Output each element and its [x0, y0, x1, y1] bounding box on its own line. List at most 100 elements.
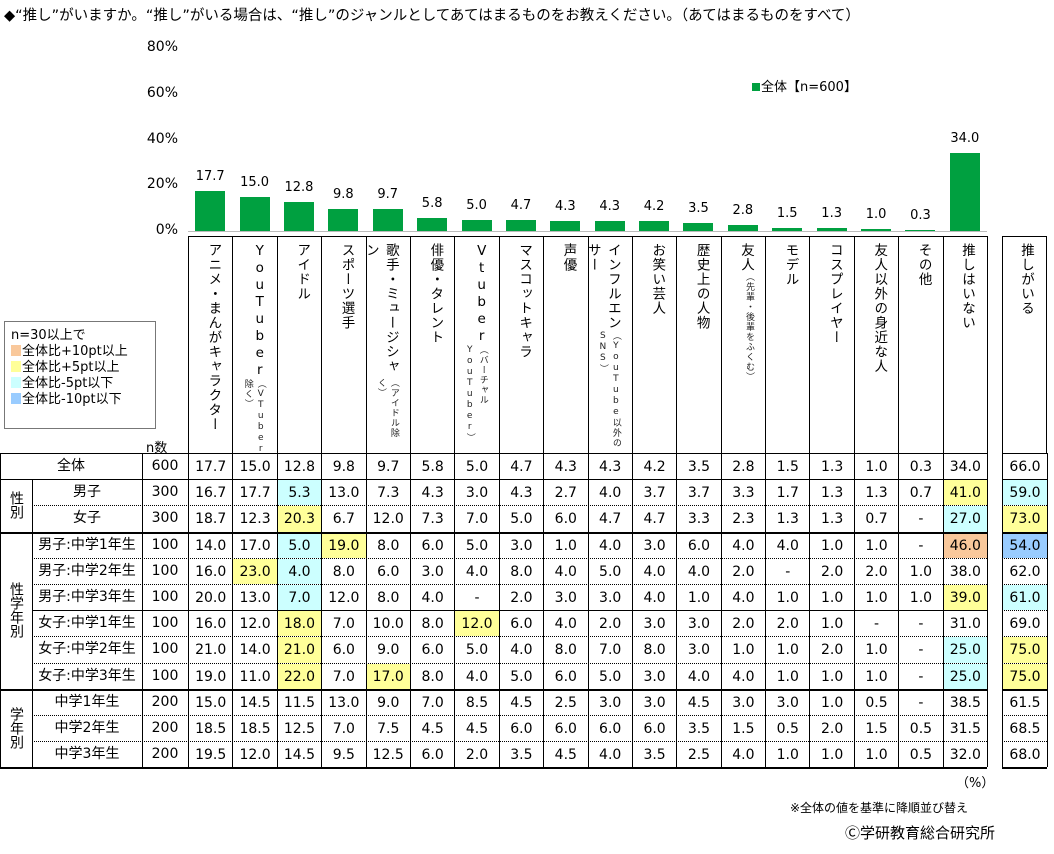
row-divider — [32, 505, 988, 507]
table-cell: 1.0 — [821, 590, 844, 606]
table-cell: 1.0 — [821, 537, 844, 554]
table-cell: 0.5 — [909, 747, 933, 764]
table-cell: 12.0 — [455, 611, 499, 637]
table-cell: 4.0 — [687, 563, 711, 580]
y-tick-label: 60% — [146, 84, 178, 101]
column-header-label: アイドル — [294, 243, 311, 301]
legend-swatch — [11, 377, 21, 388]
row-n: 100 — [151, 536, 179, 553]
bar — [239, 196, 270, 231]
row-divider — [1002, 688, 1047, 691]
table-cell: 15.0 — [239, 459, 271, 475]
bar — [816, 228, 847, 231]
col-divider — [942, 453, 944, 768]
table-cell: 7.0 — [465, 511, 489, 528]
unit-label: （%） — [956, 776, 995, 791]
row-label: 男子 — [73, 484, 101, 501]
column-header: インフルエンサー （YouTube以外のSNS） — [587, 236, 633, 453]
table-cell: 7.0 — [332, 668, 355, 685]
column-header-label: お笑い芸人 — [649, 243, 666, 316]
table-cell: 3.0 — [687, 642, 711, 659]
table-cell: 1.0 — [821, 616, 844, 633]
table-cell: 16.7 — [195, 485, 227, 502]
table-cell: 3.0 — [732, 694, 755, 711]
table-cell: 9.7 — [377, 459, 400, 475]
row-n: 200 — [151, 746, 179, 763]
bar — [639, 221, 670, 231]
table-cell: 4.0 — [643, 563, 666, 580]
table-cell: 6.0 — [554, 511, 577, 528]
column-header-label: モデル — [782, 243, 799, 287]
table-cell: 12.3 — [239, 511, 271, 528]
table-cell: 2.7 — [554, 485, 577, 502]
col-divider — [676, 453, 678, 768]
group-label: 学年別 — [8, 707, 24, 750]
table-cell: 2.0 — [821, 642, 844, 659]
row-label: 中学3年生 — [54, 746, 120, 763]
bar — [949, 153, 980, 231]
table-cell: 7.5 — [377, 721, 400, 737]
column-header-sublabel: （バーチャルYouTuber） — [464, 345, 488, 443]
table-cell: 6.0 — [510, 616, 533, 633]
table-cell: 3.5 — [643, 747, 666, 764]
table-cell: 4.0 — [599, 485, 622, 502]
y-tick-label: 80% — [146, 39, 178, 55]
table-cell: 17.0 — [239, 537, 271, 554]
table-cell: 5.0 — [465, 459, 489, 475]
table-cell: 3.7 — [643, 485, 666, 502]
legend-swatch — [752, 83, 760, 91]
table-cell: 22.0 — [277, 663, 322, 689]
table-cell: 1.0 — [821, 747, 844, 764]
table-cell: 13.0 — [328, 485, 360, 502]
column-header: 歌手・ミュージシャン （アイドル除く） — [365, 236, 411, 453]
col-divider — [0, 453, 1, 768]
table-cell-extra: 75.0 — [1003, 637, 1047, 663]
column-header-sublabel: （YouTube以外のSNS） — [597, 331, 621, 449]
table-cell: 13.0 — [239, 590, 271, 606]
table-cell: 25.0 — [943, 637, 987, 663]
highlight-legend: n=30以上で 全体比+10pt以上 全体比+5pt以上 全体比-5pt以下 全体比-… — [4, 321, 156, 429]
legend-item: 全体比-10pt以下 — [11, 392, 149, 408]
col-divider — [142, 453, 143, 768]
row-divider — [1002, 531, 1047, 534]
table-cell: 4.3 — [554, 459, 577, 475]
table-cell: 4.0 — [599, 537, 622, 554]
table-cell-extra: 61.0 — [1003, 585, 1047, 611]
table-cell: 1.5 — [865, 721, 888, 737]
chart-legend: 全体【n=600】 — [752, 76, 857, 95]
bar — [372, 208, 403, 231]
table-cell: 2.0 — [865, 563, 888, 580]
col-divider — [232, 453, 234, 768]
table-cell: 21.0 — [277, 637, 322, 663]
table-cell: 2.0 — [465, 747, 489, 764]
col-divider — [720, 453, 722, 768]
col-divider — [853, 453, 855, 768]
bar-value-label: 0.3 — [910, 208, 931, 224]
table-cell: 4.0 — [687, 668, 711, 685]
table-cell: 5.0 — [599, 563, 622, 580]
table-cell: 31.0 — [949, 616, 981, 633]
table-cell: 3.0 — [687, 616, 711, 633]
table-cell: 11.5 — [283, 694, 316, 711]
row-label: 中学2年生 — [54, 720, 120, 736]
table-cell: 15.0 — [195, 694, 227, 711]
bar — [505, 220, 536, 231]
table-cell: 34.0 — [949, 459, 981, 475]
table-cell: 3.0 — [643, 668, 666, 685]
table-cell-extra: 62.0 — [1009, 563, 1041, 580]
col-divider — [454, 453, 456, 768]
table-cell: 14.5 — [239, 694, 271, 711]
column-header: Vtuber （バーチャルYouTuber） — [454, 236, 500, 453]
table-cell: 19.0 — [322, 532, 366, 558]
table-cell: 8.0 — [421, 668, 444, 685]
table-cell: 4.0 — [732, 590, 755, 606]
row-n: 100 — [151, 562, 179, 579]
table-cell: 12.0 — [328, 590, 360, 606]
table-cell: 31.5 — [949, 721, 981, 737]
table-cell: 4.0 — [732, 537, 755, 554]
table-cell: 2.0 — [732, 616, 755, 633]
table-cell: 4.5 — [465, 721, 489, 737]
table-cell: 7.0 — [332, 616, 355, 633]
table-cell: 4.0 — [465, 668, 489, 685]
table-cell: 4.0 — [277, 558, 322, 584]
